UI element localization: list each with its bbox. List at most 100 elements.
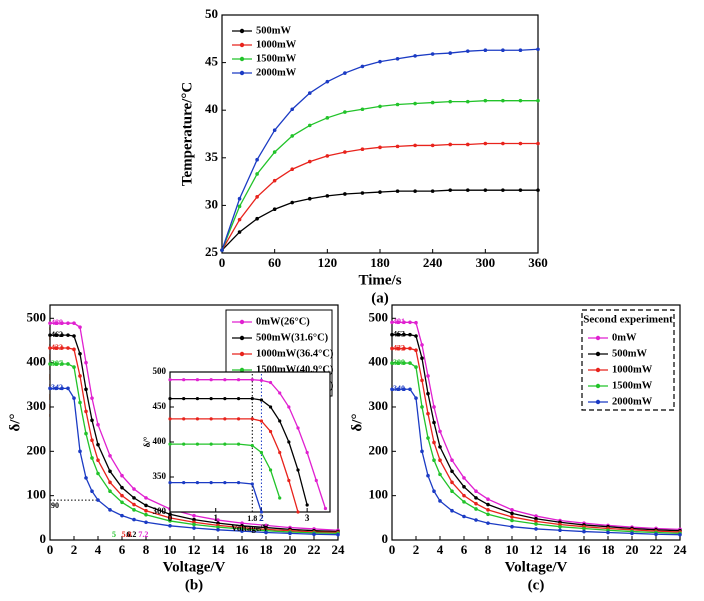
data-point <box>192 522 196 527</box>
data-point <box>209 442 213 446</box>
data-point <box>465 142 470 147</box>
data-point <box>390 361 394 365</box>
data-point <box>54 346 58 350</box>
data-point <box>72 334 76 338</box>
data-point <box>268 380 273 385</box>
data-point <box>66 386 70 391</box>
data-point <box>501 48 505 53</box>
legend-title: Second experiment <box>583 314 673 326</box>
data-point <box>518 141 523 146</box>
data-point <box>396 320 400 325</box>
data-point <box>314 478 318 483</box>
data-point <box>402 387 406 392</box>
x-tick-label: 3 <box>305 513 310 523</box>
data-point <box>510 524 514 529</box>
series-line <box>170 418 299 513</box>
data-point <box>402 332 406 337</box>
data-point <box>192 517 196 522</box>
data-point <box>223 417 227 421</box>
x-tick-label: 24 <box>674 542 688 557</box>
data-point <box>264 530 268 535</box>
data-point <box>483 98 488 103</box>
data-point <box>272 150 277 154</box>
data-point <box>296 468 300 472</box>
x-tick-label: 20 <box>626 542 639 557</box>
data-point <box>438 472 442 477</box>
x-annotation: 6.2 <box>126 530 136 539</box>
x-annotation: 7.2 <box>138 530 148 539</box>
data-point <box>272 128 277 132</box>
data-point <box>413 143 417 148</box>
plot-area <box>221 14 539 254</box>
data-point <box>259 419 264 423</box>
data-point <box>426 436 430 440</box>
data-point <box>360 107 365 112</box>
y-annotation: 90 <box>51 501 59 510</box>
legend-marker <box>239 70 245 76</box>
data-point <box>518 48 523 53</box>
data-point <box>420 449 424 454</box>
data-point <box>536 47 540 52</box>
x-tick-label: 8 <box>485 542 492 557</box>
data-point <box>108 480 112 485</box>
y-tick-label: 300 <box>27 398 47 413</box>
data-point <box>438 429 442 434</box>
data-point <box>408 332 412 337</box>
data-point <box>395 189 400 193</box>
data-point <box>60 386 64 391</box>
data-point <box>120 500 124 505</box>
data-point <box>448 51 453 55</box>
data-point <box>420 356 424 361</box>
data-point <box>414 348 418 353</box>
legend-label: 1000mW(36.4°C) <box>256 348 334 359</box>
data-point <box>430 143 435 148</box>
data-point <box>390 387 394 392</box>
data-point <box>438 499 442 503</box>
x-tick-label: 14 <box>212 542 226 557</box>
data-point <box>307 159 312 164</box>
data-point <box>108 469 112 474</box>
y-axis-label: Temperature/°C <box>179 82 195 186</box>
data-point <box>223 442 227 446</box>
data-point <box>432 405 436 409</box>
data-point <box>432 489 436 494</box>
data-point <box>144 512 148 517</box>
data-point <box>278 496 282 500</box>
data-point <box>390 346 394 351</box>
y-tick-label: 200 <box>369 442 389 457</box>
data-point <box>236 442 241 446</box>
data-point <box>90 438 94 443</box>
data-point <box>432 440 436 445</box>
data-point <box>510 511 514 516</box>
data-point <box>510 515 514 519</box>
data-point <box>534 522 538 526</box>
data-point <box>72 396 76 400</box>
legend-marker <box>239 367 245 373</box>
y-tick-label: 35 <box>205 149 219 164</box>
data-point <box>216 525 220 529</box>
x-axis-label: Voltage/V <box>505 559 568 575</box>
legend-marker <box>595 383 601 389</box>
data-point <box>96 498 100 502</box>
data-point <box>120 513 124 518</box>
data-point <box>259 398 264 402</box>
data-point <box>236 417 241 421</box>
caption: (c) <box>528 577 545 593</box>
data-point <box>278 419 282 423</box>
x-tick-label: 4 <box>95 542 102 557</box>
x-annotation: 5 <box>112 530 116 539</box>
data-point <box>343 71 347 75</box>
data-point <box>426 374 430 378</box>
data-point <box>259 450 264 455</box>
legend-marker <box>239 56 245 62</box>
data-point <box>78 449 82 454</box>
data-point <box>396 361 400 365</box>
x-tick-label: 18 <box>602 542 616 557</box>
data-point <box>195 378 200 382</box>
data-point <box>84 431 88 436</box>
data-point <box>450 469 454 474</box>
x-tick-label: 22 <box>308 542 321 557</box>
data-point <box>144 496 148 500</box>
legend-marker <box>239 335 245 341</box>
